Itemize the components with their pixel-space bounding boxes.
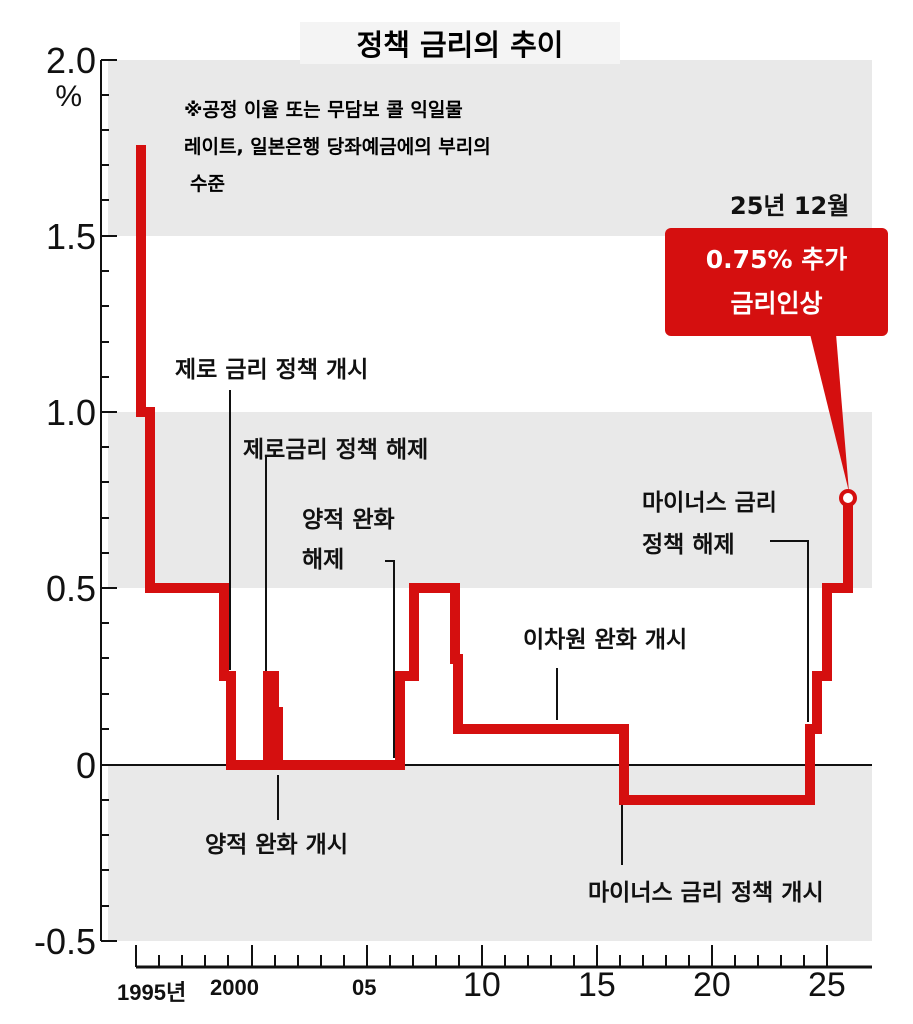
- x-tick-2000: 2000: [210, 975, 259, 1000]
- callout-line-1: 0.75% 추가: [705, 245, 848, 274]
- annotation-negative-rate-end-line1: 마이너스 금리: [642, 490, 777, 516]
- x-tick-05: 05: [352, 975, 377, 1000]
- band-neg: [108, 765, 872, 941]
- x-axis: [135, 945, 872, 969]
- latest-point-marker: [839, 489, 857, 507]
- x-tick-25: 25: [808, 966, 846, 1004]
- note-line-1: ※공정 이율 또는 무담보 콜 익일물: [184, 99, 463, 121]
- annotation-qe-start: 양적 완화 개시: [205, 832, 348, 858]
- y-tick-1.0: 1.0: [45, 392, 96, 433]
- y-unit-label: %: [55, 80, 82, 113]
- annotation-zero-rate-start: 제로 금리 정책 개시: [175, 357, 369, 383]
- annotation-qe-end-line2: 해제: [302, 547, 345, 573]
- x-tick-15: 15: [578, 966, 616, 1004]
- note-line-2: 레이트, 일본은행 당좌예금에의 부리의: [184, 136, 491, 158]
- band-0.5-1.0: [108, 412, 872, 588]
- annotation-zero-rate-end: 제로금리 정책 해제: [243, 437, 429, 463]
- callout-line-2: 금리인상: [730, 289, 823, 318]
- chart-note: ※공정 이율 또는 무담보 콜 익일물 레이트, 일본은행 당좌예금에의 부리의…: [184, 92, 491, 203]
- leader-lines: [229, 390, 809, 865]
- y-tick-neg0.5: -0.5: [33, 921, 96, 962]
- band-1.5-2.0: [108, 60, 872, 236]
- annotation-qe-end-line1: 양적 완화: [302, 507, 395, 533]
- annotation-negative-rate-end-line2: 정책 해제: [642, 532, 735, 558]
- policy-rate-line: [136, 145, 853, 805]
- annotation-qqe-start: 이차원 완화 개시: [523, 627, 688, 653]
- y-tick-0: 0: [75, 745, 96, 786]
- y-tick-1.5: 1.5: [45, 216, 96, 257]
- note-line-3: 수준: [190, 173, 225, 195]
- x-tick-1995: 1995년: [117, 980, 187, 1005]
- x-tick-10: 10: [463, 966, 501, 1004]
- rate-hike-callout: 0.75% 추가 금리인상: [665, 228, 888, 336]
- y-axis: [100, 59, 117, 942]
- annotation-date: 25년 12월: [730, 192, 850, 220]
- y-tick-0.5: 0.5: [45, 568, 96, 609]
- chart-title: 정책 금리의 추이: [300, 22, 620, 64]
- x-tick-20: 20: [693, 966, 731, 1004]
- y-tick-2.0: 2.0: [45, 40, 96, 81]
- callout-pointer: [810, 334, 849, 492]
- annotation-negative-rate-start: 마이너스 금리 정책 개시: [588, 880, 824, 906]
